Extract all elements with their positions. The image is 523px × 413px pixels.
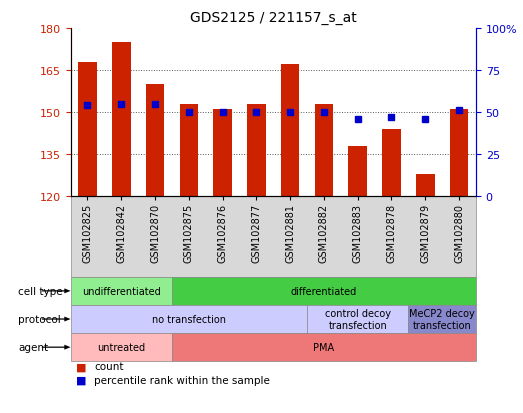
Text: no transfection: no transfection	[152, 314, 226, 324]
Bar	[450, 110, 468, 197]
Text: MeCP2 decoy
transfection: MeCP2 decoy transfection	[410, 309, 475, 330]
Bar	[112, 43, 131, 197]
Text: protocol: protocol	[18, 314, 61, 324]
Text: percentile rank within the sample: percentile rank within the sample	[94, 375, 270, 385]
Title: GDS2125 / 221157_s_at: GDS2125 / 221157_s_at	[190, 11, 357, 25]
Bar	[179, 104, 198, 197]
Bar	[281, 65, 300, 197]
Bar	[247, 104, 266, 197]
Text: agent: agent	[18, 342, 49, 352]
Text: PMA: PMA	[313, 342, 335, 352]
Bar	[78, 62, 97, 197]
Text: differentiated: differentiated	[291, 286, 357, 296]
Bar	[315, 104, 333, 197]
Text: count: count	[94, 361, 123, 371]
Text: cell type: cell type	[18, 286, 63, 296]
Bar	[348, 146, 367, 197]
Bar	[382, 130, 401, 197]
Text: ■: ■	[76, 361, 86, 371]
Bar	[213, 110, 232, 197]
Bar	[146, 85, 164, 197]
Bar	[416, 174, 435, 197]
Text: untreated: untreated	[97, 342, 145, 352]
Text: undifferentiated: undifferentiated	[82, 286, 161, 296]
Text: control decoy
transfection: control decoy transfection	[325, 309, 391, 330]
Text: ■: ■	[76, 375, 86, 385]
